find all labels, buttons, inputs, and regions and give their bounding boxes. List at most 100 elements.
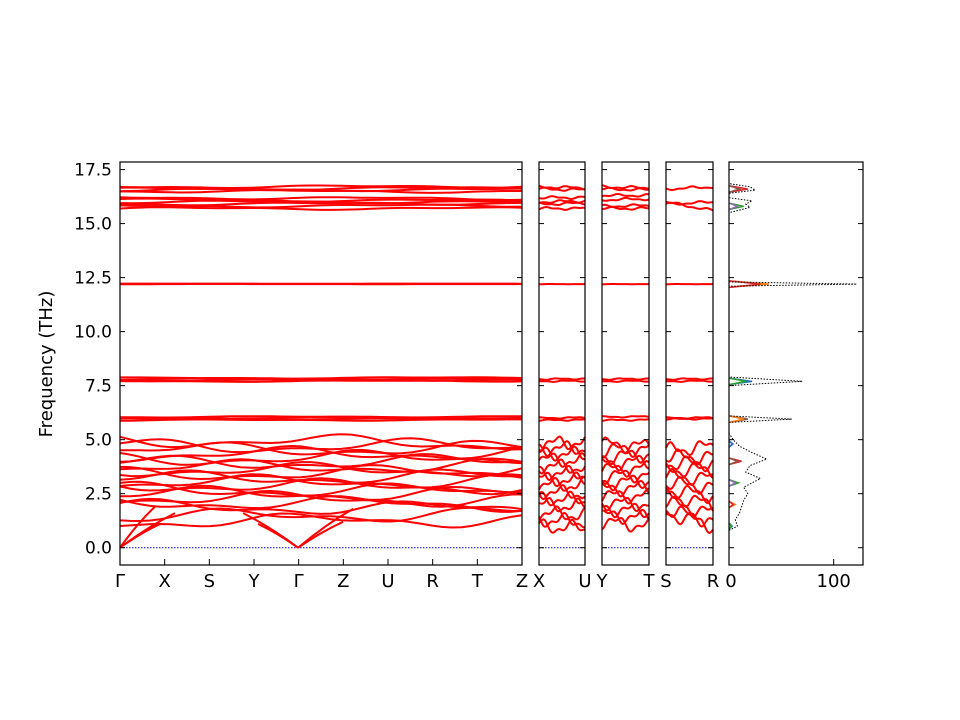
panel-frame — [665, 161, 714, 566]
band-line — [665, 484, 714, 505]
band-line — [538, 475, 586, 492]
x-tick-label: T — [471, 571, 484, 592]
band-line — [538, 484, 586, 501]
band-line — [538, 205, 585, 211]
acoustic-branch — [119, 512, 176, 549]
partial-dos-line — [728, 415, 744, 424]
band-line — [602, 415, 650, 419]
band-line — [665, 467, 714, 487]
band-line — [538, 505, 586, 521]
acoustic-branch — [119, 505, 156, 549]
band-line — [538, 458, 586, 475]
band-line — [119, 433, 523, 451]
x-tick-label: S — [660, 571, 671, 592]
band-line — [665, 455, 714, 473]
y-tick-label: 15.0 — [74, 215, 112, 235]
x-tick-label: R — [707, 571, 720, 592]
x-tick-label: Z — [337, 571, 349, 592]
x-tick-label: Z — [516, 571, 528, 592]
y-tick-label: 10.0 — [74, 323, 112, 343]
band-line — [119, 457, 523, 473]
total-dos-line — [728, 183, 857, 531]
band-line — [601, 502, 650, 519]
band-line — [119, 468, 523, 484]
band-line — [120, 201, 523, 207]
band-line — [538, 471, 586, 487]
partial-dos-line — [728, 377, 746, 386]
band-line — [665, 440, 714, 457]
band-line — [601, 469, 650, 485]
band-line — [538, 195, 586, 201]
partial-dos-line — [728, 185, 743, 193]
band-line — [538, 184, 586, 191]
plot-area: Γ X S Y Γ Z U R T Z X U Y T S R0.02.55.07.510.012.515.0… — [74, 161, 864, 592]
y-tick-label: 12.5 — [74, 269, 112, 289]
band-line — [601, 193, 650, 198]
partial-dos-line — [728, 202, 744, 211]
x-tick-label: Γ — [294, 571, 304, 592]
band-line — [601, 436, 650, 455]
band-line — [601, 487, 650, 505]
band-line — [119, 489, 523, 508]
band-line — [601, 203, 650, 208]
band-line — [120, 415, 523, 419]
partial-dos-line — [728, 500, 735, 509]
band-line — [601, 443, 650, 459]
acoustic-branch — [297, 507, 354, 549]
panel-frame — [538, 161, 586, 566]
band-line — [119, 497, 523, 515]
dos-panel: 0 100 — [725, 161, 864, 592]
y-tick-label: 2.5 — [85, 485, 112, 505]
band-line — [119, 512, 523, 529]
band-line — [119, 477, 523, 496]
band-line — [665, 476, 714, 495]
band-line — [602, 184, 650, 190]
band-line — [538, 518, 586, 534]
band-line — [119, 473, 523, 489]
band-line — [538, 490, 586, 507]
acoustic-branch — [297, 520, 344, 549]
acoustic-branch — [242, 512, 299, 549]
x-tick-label: X — [533, 571, 545, 592]
partial-dos-line — [728, 522, 732, 530]
band-line — [665, 185, 714, 192]
y-axis-label: Frequency (THz) — [36, 291, 57, 438]
x-tick-label: Y — [596, 571, 609, 592]
panel-frame — [601, 161, 650, 566]
y-tick-label: 0.0 — [85, 539, 112, 559]
band-line — [601, 474, 650, 492]
y-tick-label: 5.0 — [85, 431, 112, 451]
band-line — [119, 197, 523, 203]
band-line — [119, 206, 523, 211]
band-line — [602, 377, 649, 381]
band-line — [538, 416, 586, 420]
x-tick-label: Y — [248, 571, 261, 592]
band-line — [665, 505, 714, 528]
band-line — [601, 516, 650, 533]
band-line — [119, 461, 523, 478]
partial-dos-line — [728, 478, 737, 487]
band-line — [601, 460, 650, 478]
x-tick-label: Γ — [115, 571, 125, 592]
band-line — [538, 435, 586, 453]
partial-dos-line — [728, 440, 734, 448]
y-tick-label: 17.5 — [74, 161, 112, 181]
x-tick-label: X — [158, 571, 170, 592]
partial-dos-line — [728, 185, 748, 193]
band-line — [666, 377, 713, 381]
partial-dos-line — [728, 280, 761, 289]
band-line — [119, 464, 523, 481]
band-line — [539, 199, 586, 204]
band-line — [119, 196, 523, 202]
band-line — [602, 509, 650, 525]
x-tick-label: U — [381, 571, 394, 592]
y-tick-label: 7.5 — [85, 377, 112, 397]
band-line — [539, 377, 585, 381]
band-line — [601, 196, 650, 202]
band-line — [538, 379, 586, 383]
band-line — [665, 200, 713, 206]
